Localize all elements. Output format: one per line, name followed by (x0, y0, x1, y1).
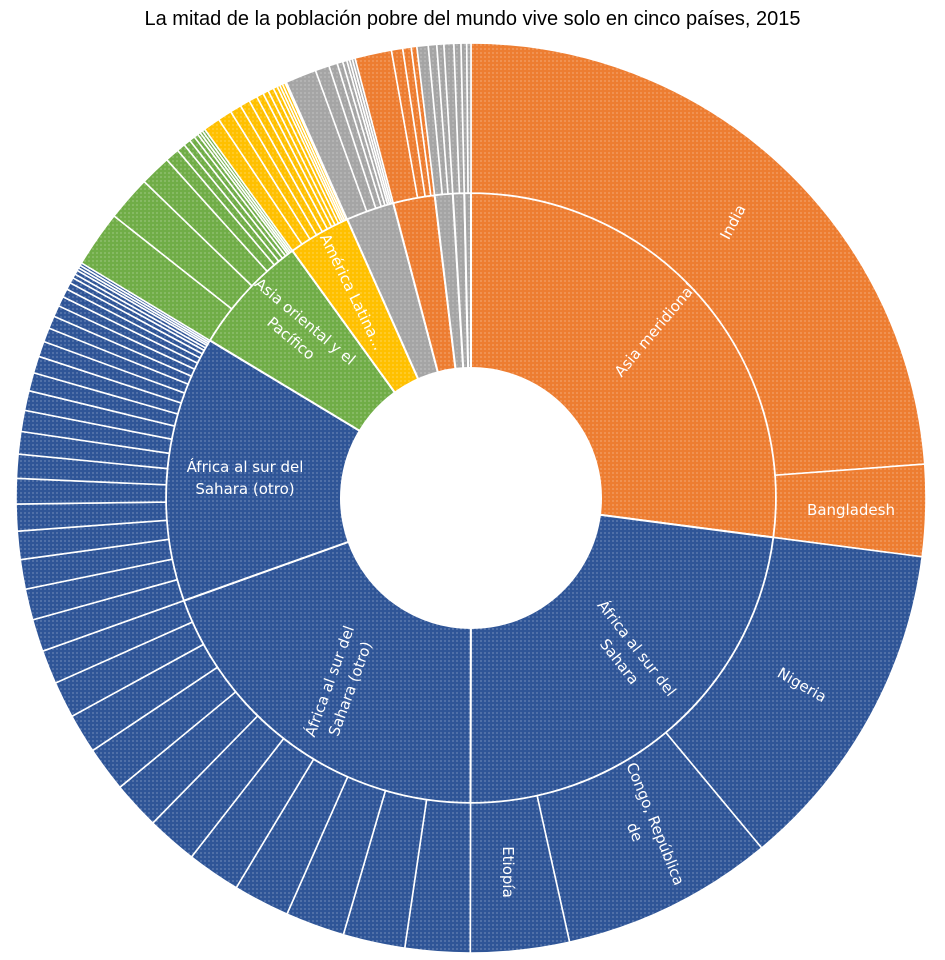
inner-ring (165, 191, 777, 805)
segment-label: Etiopía (499, 846, 517, 898)
segment-label: Bangladesh (807, 501, 895, 519)
outer-segment[interactable] (470, 42, 926, 477)
segment-label-line: África al sur del (187, 457, 304, 476)
segment-label-line: de (623, 820, 647, 844)
segment-label-line: Sahara (otro) (195, 480, 294, 498)
chart-title: La mitad de la población pobre del mundo… (144, 8, 801, 30)
segment-label-line: Bangladesh (807, 501, 895, 519)
outer-ring (15, 42, 927, 954)
segment-label: África al sur del Sahara (otro) (187, 457, 304, 498)
outer-segment[interactable] (465, 42, 472, 194)
segment-label-line: Etiopía (499, 846, 517, 898)
